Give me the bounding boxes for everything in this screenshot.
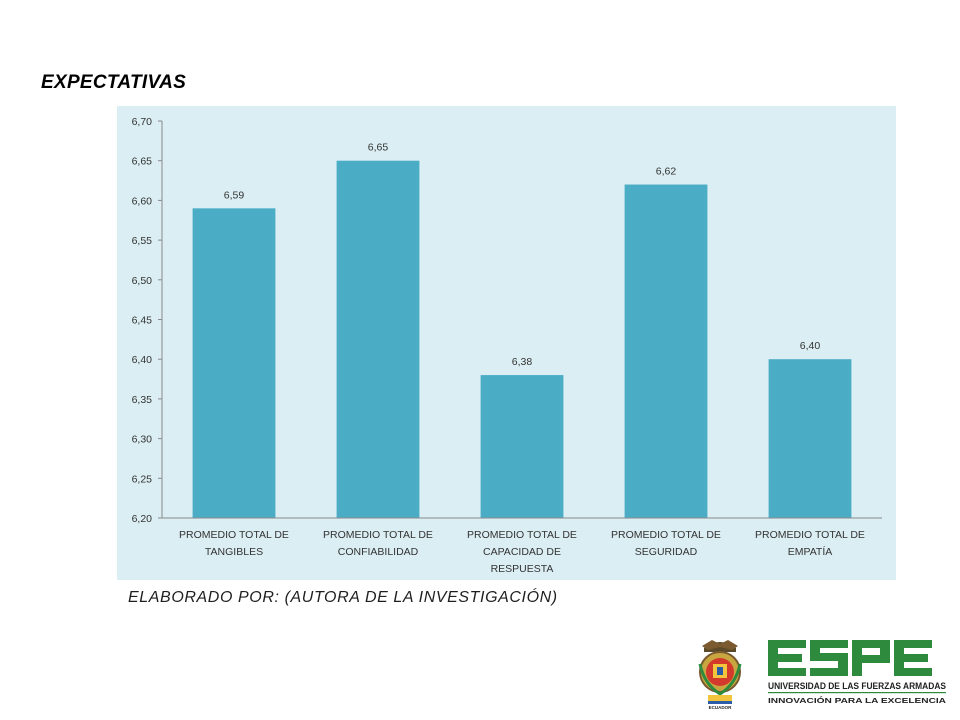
data-label: 6,62 [656, 166, 677, 178]
data-label: 6,65 [368, 142, 389, 154]
category-label: PROMEDIO TOTAL DE [323, 529, 433, 541]
y-tick-label: 6,35 [132, 394, 153, 406]
y-tick-label: 6,55 [132, 235, 153, 247]
bar [624, 184, 708, 518]
category-label: PROMEDIO TOTAL DE [755, 529, 865, 541]
category-label: EMPATÍA [788, 545, 833, 558]
slide-title: EXPECTATIVAS [41, 72, 187, 93]
espe-logo: UNIVERSIDAD DE LAS FUERZAS ARMADAS INNOV… [698, 634, 948, 710]
bar-chart: 6,20 6,25 6,30 6,35 6,40 6,45 6,50 6,55 6,60 6,65… [117, 106, 896, 580]
data-label: 6,38 [512, 356, 533, 368]
category-label: CONFIABILIDAD [338, 546, 419, 558]
data-label: 6,59 [224, 189, 245, 201]
category-label: CAPACIDAD DE [483, 546, 561, 558]
y-tick-label: 6,45 [132, 315, 153, 327]
espe-wordmark [768, 640, 932, 676]
category-labels: PROMEDIO TOTAL DE TANGIBLES PROMEDIO TOTAL… [179, 529, 865, 575]
seal-caption: ECUADOR [709, 705, 733, 710]
bars [192, 160, 852, 518]
y-tick-label: 6,65 [132, 156, 153, 168]
category-label: RESPUESTA [491, 563, 554, 575]
y-tick-label: 6,20 [132, 513, 153, 525]
y-axis-ticks: 6,20 6,25 6,30 6,35 6,40 6,45 6,50 6,55 6,60 6,65… [132, 116, 162, 525]
data-label: 6,40 [800, 340, 821, 352]
y-tick-label: 6,50 [132, 275, 153, 287]
bar [480, 375, 564, 518]
logo-tagline-1: UNIVERSIDAD DE LAS FUERZAS ARMADAS [768, 681, 946, 691]
y-tick-label: 6,60 [132, 195, 153, 207]
bar [768, 359, 852, 518]
y-tick-label: 6,30 [132, 434, 153, 446]
y-tick-label: 6,25 [132, 473, 153, 485]
category-label: TANGIBLES [205, 546, 263, 558]
university-seal-icon [698, 640, 742, 704]
chart-panel: 6,20 6,25 6,30 6,35 6,40 6,45 6,50 6,55 6,60 6,65… [117, 106, 896, 580]
bar [192, 208, 276, 518]
data-labels: 6,59 6,65 6,38 6,62 6,40 [224, 142, 821, 368]
bar [336, 160, 420, 518]
category-label: PROMEDIO TOTAL DE [467, 529, 577, 541]
y-tick-label: 6,40 [132, 354, 153, 366]
y-tick-label: 6,70 [132, 116, 153, 128]
category-label: SEGURIDAD [635, 546, 698, 558]
credit-note: ELABORADO POR: (AUTORA DE LA INVESTIGACI… [128, 589, 558, 606]
logo-divider [768, 692, 946, 694]
category-label: PROMEDIO TOTAL DE [611, 529, 721, 541]
logo-tagline-2: INNOVACIÓN PARA LA EXCELENCIA [768, 696, 946, 705]
category-label: PROMEDIO TOTAL DE [179, 529, 289, 541]
